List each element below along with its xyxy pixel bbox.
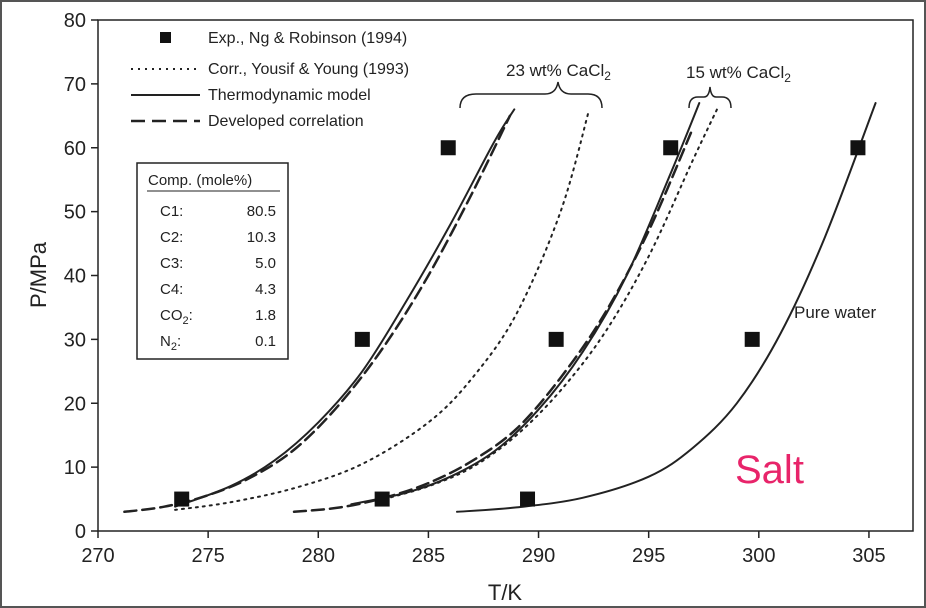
data-point-pure-water: [744, 331, 760, 347]
x-tick-label: 275: [191, 545, 224, 567]
annotation-15wt: 15 wt% CaCl2: [686, 63, 791, 85]
comp-value-c2: 10.3: [247, 229, 276, 246]
x-tick-label: 285: [412, 545, 445, 567]
y-tick-label: 40: [64, 266, 86, 288]
data-point-23-wt-cacl2: [174, 491, 190, 507]
legend-label-model: Thermodynamic model: [208, 87, 371, 104]
composition-box: [136, 162, 289, 360]
series-line-23-wt-cacl2-dotted: [174, 108, 591, 511]
brace-23wt: [459, 81, 603, 109]
annotations: 23 wt% CaCl2 15 wt% CaCl2 Pure water Sal…: [459, 61, 877, 492]
data-point-15-wt-cacl2: [663, 140, 679, 156]
series-line-23-wt-cacl2-solid: [174, 108, 516, 508]
x-axis-title: T/K: [488, 580, 523, 605]
x-tick-label: 270: [81, 545, 114, 567]
series-line-pure-water-solid: [456, 102, 877, 513]
y-tick-label: 50: [64, 202, 86, 224]
legend-label-developed: Developed correlation: [208, 113, 364, 130]
x-tick-label: 290: [522, 545, 555, 567]
comp-name-c4: C4:: [160, 281, 183, 298]
y-tick-label: 70: [64, 74, 86, 96]
series-layer: [123, 102, 877, 514]
comp-value-co2: 1.8: [255, 307, 276, 324]
data-point-15-wt-cacl2: [374, 491, 390, 507]
y-tick-label: 60: [64, 138, 86, 160]
salt-overlay-text: Salt: [735, 448, 804, 492]
data-point-pure-water: [520, 491, 536, 507]
data-point-23-wt-cacl2: [440, 140, 456, 156]
comp-value-n2: 0.1: [255, 333, 276, 350]
x-tick-label: 300: [742, 545, 775, 567]
marker-layer: [174, 140, 866, 507]
comp-name-c1: C1:: [160, 203, 183, 220]
y-tick-label: 20: [64, 393, 86, 415]
comp-value-c4: 4.3: [255, 281, 276, 298]
data-point-pure-water: [850, 140, 866, 156]
x-tick-label: 305: [852, 545, 885, 567]
y-tick-label: 30: [64, 329, 86, 351]
comp-name-co2: CO2:: [160, 307, 193, 327]
series-line-15-wt-cacl2-dotted: [383, 108, 718, 501]
comp-name-c2: C2:: [160, 229, 183, 246]
legend-label-exp: Exp., Ng & Robinson (1994): [208, 30, 407, 47]
y-tick-label: 80: [64, 10, 86, 32]
y-tick-label: 0: [75, 521, 86, 543]
brace-15wt: [688, 86, 732, 109]
composition-header: Comp. (mole%): [148, 172, 252, 189]
annotation-23wt: 23 wt% CaCl2: [506, 61, 611, 83]
x-tick-label: 295: [632, 545, 665, 567]
y-axis-title: P/MPa: [26, 241, 51, 308]
y-tick-label: 10: [64, 457, 86, 479]
series-line-15-wt-cacl2-dashed: [292, 127, 694, 514]
composition-table: Comp. (mole%) C1: 80.5 C2: 10.3 C3: 5.0 …: [136, 162, 289, 360]
data-point-15-wt-cacl2: [548, 331, 564, 347]
axis-ticks: 270 275 280 285 290 295 300 305 0 10 20 30 40 50 60 70 8…: [64, 10, 886, 567]
comp-value-c3: 5.0: [255, 255, 276, 272]
legend-swatch-exp: [160, 32, 171, 43]
comp-name-n2: N2:: [160, 333, 181, 353]
series-line-23-wt-cacl2-dashed: [123, 114, 512, 514]
x-tick-label: 280: [302, 545, 335, 567]
data-point-23-wt-cacl2: [354, 331, 370, 347]
legend-label-corr: Corr., Yousif & Young (1993): [208, 61, 409, 78]
annotation-pure-water: Pure water: [794, 303, 877, 322]
comp-name-c3: C3:: [160, 255, 183, 272]
comp-value-c1: 80.5: [247, 203, 276, 220]
legend: Exp., Ng & Robinson (1994) Corr., Yousif…: [131, 30, 409, 130]
